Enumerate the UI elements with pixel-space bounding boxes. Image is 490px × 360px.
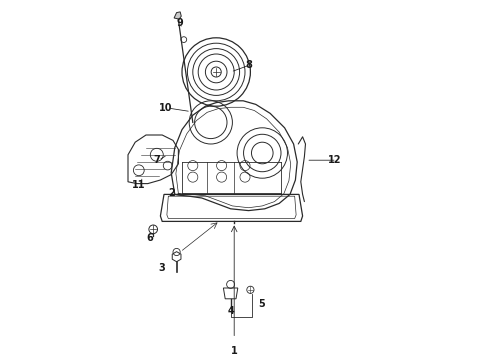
Text: 11: 11 [132, 180, 146, 190]
Text: 1: 1 [231, 346, 238, 356]
Text: 7: 7 [153, 155, 160, 165]
Text: 3: 3 [159, 263, 166, 273]
Text: 8: 8 [245, 60, 252, 70]
Text: 9: 9 [177, 18, 184, 28]
Text: 4: 4 [227, 306, 234, 316]
Text: 2: 2 [168, 188, 174, 198]
Text: 10: 10 [159, 103, 172, 113]
Text: 12: 12 [328, 155, 342, 165]
Text: 6: 6 [146, 233, 153, 243]
Polygon shape [174, 12, 181, 19]
Text: 5: 5 [258, 299, 265, 309]
